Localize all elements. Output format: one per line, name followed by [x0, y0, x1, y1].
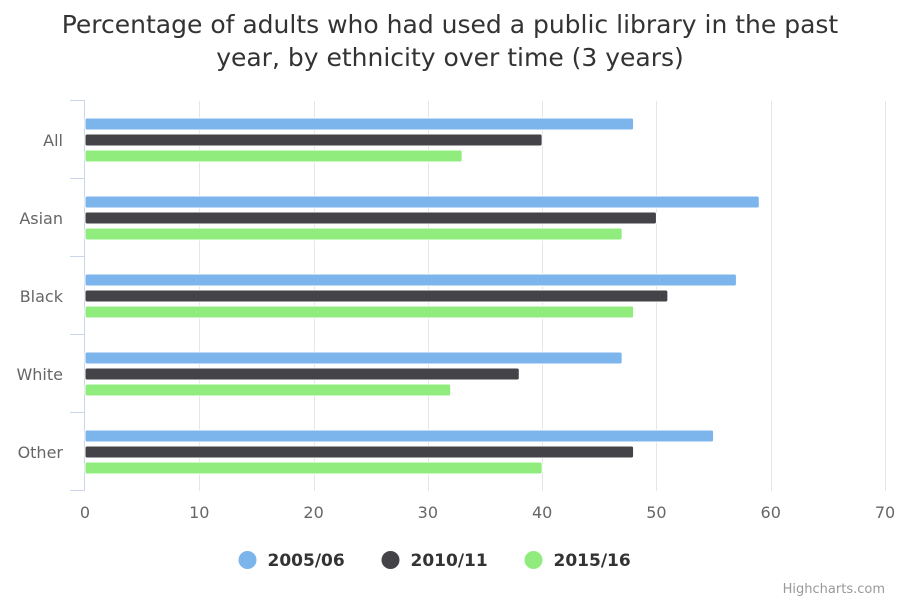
bar-series: [84, 117, 760, 475]
category-axis: [70, 100, 85, 491]
legend-item-2005-06[interactable]: 2005/06: [238, 551, 345, 571]
bar-2010-11-asian[interactable]: [84, 211, 657, 225]
x-tick-label: 30: [418, 503, 438, 522]
bar-2010-11-white[interactable]: [84, 367, 520, 381]
category-labels: All Asian Black White Other: [16, 131, 63, 462]
legend-symbol: [381, 551, 400, 569]
bar-2010-11-all[interactable]: [84, 133, 543, 147]
legend-label: 2010/11: [411, 551, 488, 571]
category-label: Black: [20, 287, 64, 306]
legend-label: 2015/16: [554, 551, 631, 571]
legend: 2005/06 2010/11 2015/16: [238, 551, 631, 571]
x-tick-label: 50: [646, 503, 666, 522]
legend-symbol: [238, 551, 257, 569]
x-tick-label: 10: [189, 503, 209, 522]
bar-2015-16-white[interactable]: [84, 383, 452, 397]
legend-item-2015-16[interactable]: 2015/16: [524, 551, 631, 571]
legend-item-2010-11[interactable]: 2010/11: [381, 551, 488, 571]
x-tick-label: 0: [80, 503, 90, 522]
x-tick-label: 40: [532, 503, 552, 522]
bar-2005-06-other[interactable]: [84, 429, 715, 443]
x-tick-label: 60: [761, 503, 781, 522]
bar-2005-06-white[interactable]: [84, 351, 623, 365]
legend-label: 2005/06: [268, 551, 345, 571]
bar-2005-06-asian[interactable]: [84, 195, 760, 209]
x-tick-label: 70: [875, 503, 895, 522]
bar-2015-16-other[interactable]: [84, 461, 543, 475]
bar-2015-16-black[interactable]: [84, 305, 635, 319]
legend-symbol: [524, 551, 543, 569]
chart-title: Percentage of adults who had used a publ…: [61, 10, 839, 72]
credits-text[interactable]: Highcharts.com: [783, 582, 885, 597]
value-axis-labels: 0 10 20 30 40 50 60 70: [80, 503, 895, 522]
category-label: White: [16, 365, 63, 384]
bar-2010-11-black[interactable]: [84, 289, 669, 303]
x-tick-label: 20: [303, 503, 323, 522]
bar-2015-16-asian[interactable]: [84, 227, 623, 241]
category-label: Other: [18, 443, 64, 462]
bar-2015-16-all[interactable]: [84, 149, 463, 163]
category-label: All: [43, 131, 63, 150]
bar-2005-06-black[interactable]: [84, 273, 737, 287]
bar-2005-06-all[interactable]: [84, 117, 635, 131]
category-label: Asian: [19, 209, 63, 228]
bar-2010-11-other[interactable]: [84, 445, 635, 459]
